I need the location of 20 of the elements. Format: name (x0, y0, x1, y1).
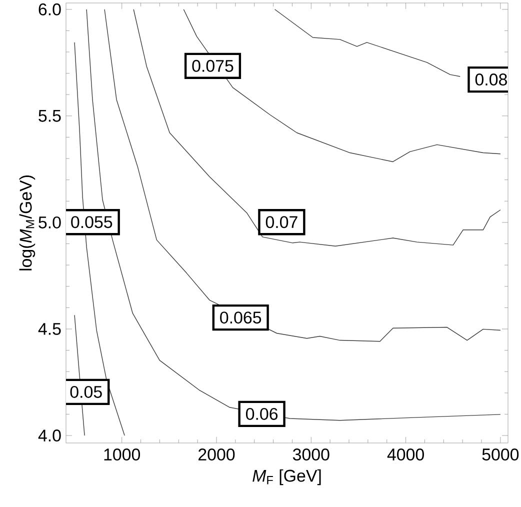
y-tick-label: 5.5 (38, 110, 61, 122)
series-label: 0.06 (246, 408, 278, 420)
y-tick-label: 5.0 (38, 216, 61, 228)
x-tick-label: 3000 (292, 448, 330, 460)
y-tick-label: 6.0 (38, 3, 61, 16)
y-tick-label: 4.0 (38, 430, 61, 442)
series-label: 0.08 (475, 74, 507, 86)
x-tick-label: 1000 (104, 448, 140, 460)
y-tick-label: 4.5 (38, 323, 61, 335)
x-axis-title: M$_{F}$ [GeV] (252, 469, 321, 486)
x-tick-label: 2000 (198, 448, 235, 460)
series-label: 0.055 (71, 216, 112, 228)
series-label: 0.07 (266, 216, 298, 228)
series-label: 0.05 (70, 386, 102, 398)
series-label: 0.075 (192, 60, 234, 72)
series-label: 0.065 (220, 312, 262, 324)
y-axis-title: log(M$_{M}$/GeV) (19, 176, 36, 270)
line-series (274, 9, 460, 77)
x-tick-label: 4000 (387, 448, 424, 460)
x-tick-label: 5000 (482, 448, 519, 460)
